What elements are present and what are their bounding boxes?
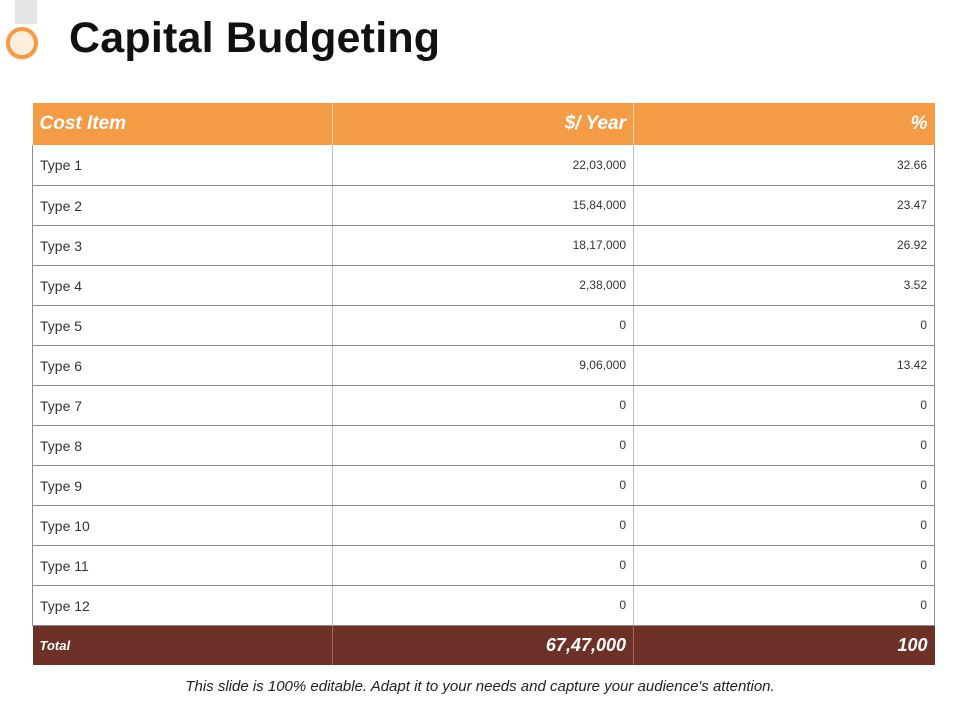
amount-cell: 9,06,000 — [332, 345, 634, 386]
budget-table: Cost Item $/ Year % Type 1 22,03,000 32.… — [32, 103, 935, 665]
total-row: Total 67,47,000 100 — [32, 625, 935, 665]
table-row: Type 10 0 0 — [32, 505, 935, 546]
percent-cell: 26.92 — [633, 225, 935, 266]
amount-cell: 0 — [332, 545, 634, 586]
circle-bullet-icon — [6, 27, 38, 59]
cost-item-cell: Type 5 — [32, 305, 333, 346]
amount-cell: 18,17,000 — [332, 225, 634, 266]
page-title: Capital Budgeting — [69, 14, 441, 62]
table-row: Type 2 15,84,000 23.47 — [32, 185, 935, 226]
total-percent: 100 — [633, 625, 935, 665]
cost-item-cell: Type 4 — [32, 265, 333, 306]
cost-item-cell: Type 3 — [32, 225, 333, 266]
percent-cell: 0 — [633, 465, 935, 506]
table-row: Type 3 18,17,000 26.92 — [32, 225, 935, 266]
header-amount-per-year: $/ Year — [332, 103, 634, 145]
table-header-row: Cost Item $/ Year % — [32, 103, 935, 145]
cost-item-cell: Type 10 — [32, 505, 333, 546]
table-row: Type 8 0 0 — [32, 425, 935, 466]
cost-item-cell: Type 2 — [32, 185, 333, 226]
total-amount: 67,47,000 — [332, 625, 634, 665]
cost-item-cell: Type 6 — [32, 345, 333, 386]
amount-cell: 0 — [332, 465, 634, 506]
percent-cell: 0 — [633, 585, 935, 626]
percent-cell: 0 — [633, 545, 935, 586]
cost-item-cell: Type 7 — [32, 385, 333, 426]
decorative-bar — [15, 0, 37, 24]
percent-cell: 23.47 — [633, 185, 935, 226]
cost-item-cell: Type 12 — [32, 585, 333, 626]
cost-item-cell: Type 8 — [32, 425, 333, 466]
total-label: Total — [32, 625, 333, 665]
amount-cell: 0 — [332, 305, 634, 346]
percent-cell: 0 — [633, 505, 935, 546]
cost-item-cell: Type 1 — [32, 145, 333, 186]
table-row: Type 6 9,06,000 13.42 — [32, 345, 935, 386]
percent-cell: 3.52 — [633, 265, 935, 306]
percent-cell: 0 — [633, 425, 935, 466]
table-row: Type 11 0 0 — [32, 545, 935, 586]
amount-cell: 0 — [332, 425, 634, 466]
table-row: Type 7 0 0 — [32, 385, 935, 426]
table-row: Type 1 22,03,000 32.66 — [32, 145, 935, 186]
percent-cell: 13.42 — [633, 345, 935, 386]
percent-cell: 32.66 — [633, 145, 935, 186]
percent-cell: 0 — [633, 385, 935, 426]
footer-note: This slide is 100% editable. Adapt it to… — [185, 678, 775, 695]
header-cost-item: Cost Item — [32, 103, 333, 145]
cost-item-cell: Type 11 — [32, 545, 333, 586]
table-row: Type 9 0 0 — [32, 465, 935, 506]
amount-cell: 2,38,000 — [332, 265, 634, 306]
amount-cell: 0 — [332, 385, 634, 426]
cost-item-cell: Type 9 — [32, 465, 333, 506]
header-percent: % — [633, 103, 935, 145]
amount-cell: 0 — [332, 585, 634, 626]
percent-cell: 0 — [633, 305, 935, 346]
amount-cell: 0 — [332, 505, 634, 546]
amount-cell: 22,03,000 — [332, 145, 634, 186]
table-row: Type 4 2,38,000 3.52 — [32, 265, 935, 306]
table-row: Type 12 0 0 — [32, 585, 935, 626]
amount-cell: 15,84,000 — [332, 185, 634, 226]
table-row: Type 5 0 0 — [32, 305, 935, 346]
